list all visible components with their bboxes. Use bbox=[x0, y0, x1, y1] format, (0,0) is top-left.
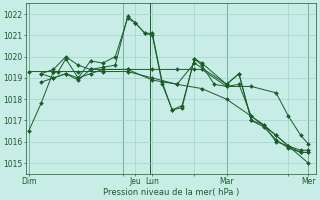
X-axis label: Pression niveau de la mer( hPa ): Pression niveau de la mer( hPa ) bbox=[103, 188, 239, 197]
